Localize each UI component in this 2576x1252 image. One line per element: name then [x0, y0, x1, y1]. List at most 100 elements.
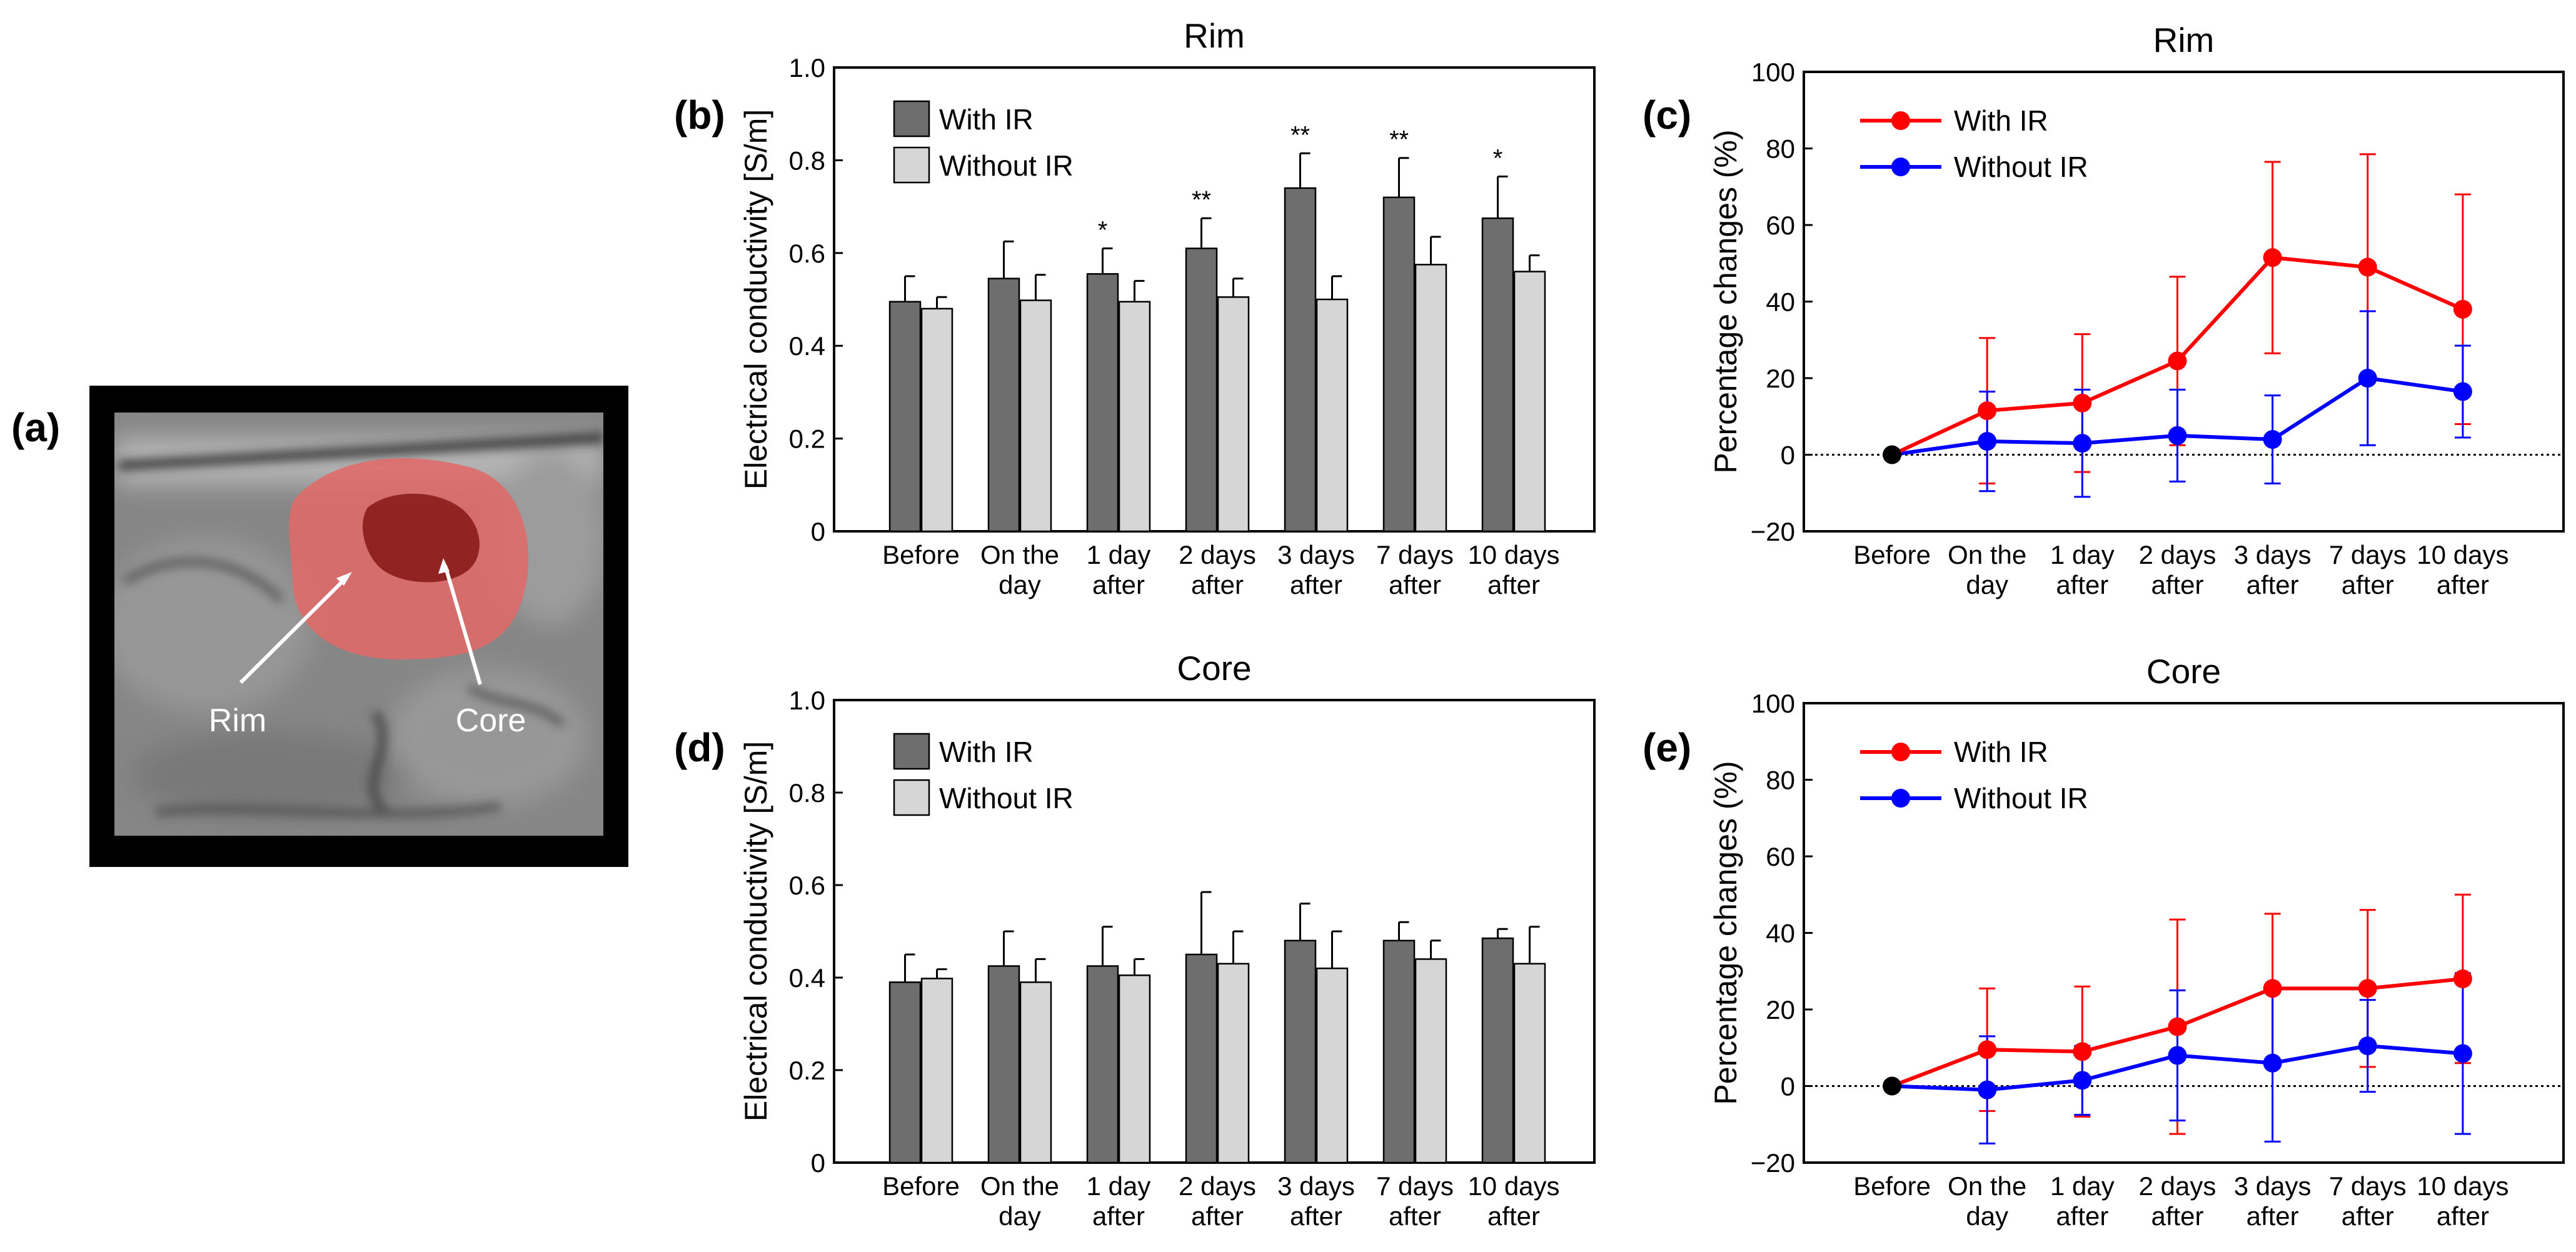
- x-tick-label: after: [2151, 1201, 2203, 1231]
- bar: [1185, 953, 1218, 1164]
- legend-label: With IR: [939, 736, 1034, 768]
- data-point: [2453, 382, 2472, 401]
- core-arrow: [443, 565, 482, 685]
- x-tick-label: day: [1966, 1201, 2008, 1231]
- x-tick-label: after: [1092, 1201, 1145, 1231]
- x-tick-label: after: [2056, 1201, 2108, 1231]
- bar: [1185, 248, 1218, 533]
- x-tick-label: 3 days: [2234, 1171, 2312, 1201]
- y-tick-label: 40: [1766, 288, 1795, 317]
- data-point: [2168, 1017, 2187, 1036]
- core-label: Core: [456, 703, 526, 739]
- legend-swatch: [893, 100, 930, 138]
- bar: [1118, 974, 1151, 1164]
- x-tick-label: 10 days: [1467, 1171, 1559, 1201]
- data-point: [2453, 299, 2472, 319]
- x-tick-label: 7 days: [1376, 1171, 1454, 1201]
- bar: [1316, 298, 1349, 533]
- x-tick-label: 3 days: [1277, 1171, 1355, 1201]
- chart-title: Rim: [2153, 21, 2215, 59]
- data-point: [1978, 432, 1997, 451]
- y-tick-label: 1.0: [789, 686, 825, 715]
- bar: [1086, 273, 1119, 533]
- baseline-point: [1883, 1076, 1902, 1096]
- x-tick-label: On the: [980, 540, 1059, 569]
- legend-label: Without IR: [939, 149, 1074, 182]
- significance-marker: *: [1493, 144, 1503, 172]
- data-point: [2263, 248, 2282, 268]
- y-axis-label: Percentage changes (%): [1708, 129, 1743, 473]
- y-axis-label: Percentage changes (%): [1708, 761, 1743, 1104]
- x-tick-label: after: [2246, 570, 2299, 599]
- y-tick-label: 0: [1781, 441, 1795, 470]
- x-tick-label: 1 day: [2050, 1171, 2115, 1201]
- panel-label-b: (b): [674, 93, 725, 138]
- bar: [1086, 965, 1119, 1164]
- y-tick-label: 0.6: [789, 871, 825, 900]
- y-tick-label: −20: [1751, 517, 1795, 546]
- panel-label-a: (a): [11, 405, 60, 450]
- significance-marker: **: [1291, 121, 1310, 149]
- bar: [1481, 937, 1514, 1164]
- data-point: [2263, 979, 2282, 998]
- y-tick-label: 0.8: [789, 146, 825, 175]
- x-tick-label: Before: [882, 540, 960, 569]
- panel-label-c: (c): [1643, 93, 1691, 138]
- x-tick-label: after: [1487, 1201, 1540, 1231]
- x-tick-label: 10 days: [1467, 540, 1559, 569]
- legend-label: Without IR: [1954, 782, 2088, 814]
- x-tick-label: after: [1290, 570, 1342, 599]
- x-tick-label: after: [1290, 1201, 1342, 1231]
- rim-arrow: [239, 575, 349, 684]
- data-point: [2168, 1046, 2187, 1065]
- x-tick-label: after: [2437, 570, 2489, 599]
- data-point: [1978, 1040, 1997, 1059]
- y-axis-label: Electrical conductivity [S/m]: [738, 109, 773, 490]
- bar: [1019, 299, 1052, 533]
- x-tick-label: 3 days: [1277, 540, 1355, 569]
- x-tick-label: after: [2246, 1201, 2299, 1231]
- bar: [1118, 301, 1151, 533]
- x-tick-label: On the: [1948, 540, 2026, 569]
- x-tick-label: after: [1389, 1201, 1441, 1231]
- data-point: [2358, 979, 2377, 998]
- bar: [1414, 264, 1447, 533]
- y-tick-label: −20: [1751, 1148, 1795, 1178]
- y-tick-label: 0.2: [789, 424, 825, 454]
- chart-core-percentage: Core −20 0 20 40 60 80 100 Percentage changes (%…: [1708, 652, 2565, 1231]
- data-point: [2168, 426, 2187, 445]
- significance-marker: **: [1389, 126, 1409, 154]
- x-tick-label: after: [1389, 570, 1441, 599]
- data-point: [2073, 434, 2092, 453]
- x-tick-label: after: [2342, 570, 2394, 599]
- data-point: [2453, 1044, 2472, 1063]
- x-tick-label: 2 days: [1179, 540, 1256, 569]
- y-tick-label: 100: [1751, 689, 1795, 718]
- y-tick-label: 0.2: [789, 1056, 825, 1085]
- chart-title: Core: [1177, 649, 1251, 688]
- legend-label: Without IR: [939, 782, 1074, 814]
- mri-image: Rim Core: [89, 386, 628, 867]
- x-tick-label: day: [1966, 570, 2008, 599]
- data-point: [2263, 430, 2282, 449]
- y-tick-label: 0: [811, 517, 825, 546]
- legend-label: With IR: [1954, 104, 2048, 137]
- data-point: [2073, 1042, 2092, 1061]
- bar: [1217, 296, 1250, 533]
- y-tick-label: 80: [1766, 134, 1795, 164]
- significance-marker: *: [1098, 216, 1108, 244]
- rim-label: Rim: [209, 703, 266, 739]
- legend-marker: [1891, 158, 1910, 176]
- x-tick-label: after: [2056, 570, 2108, 599]
- bar: [1382, 939, 1416, 1164]
- legend-label: With IR: [939, 103, 1034, 136]
- x-tick-label: after: [2151, 570, 2203, 599]
- legend-marker: [1891, 743, 1910, 761]
- y-tick-label: 1.0: [789, 53, 825, 83]
- y-tick-label: 60: [1766, 842, 1795, 871]
- chart-core-conductivity: Core 0 0.2 0.4 0.6 0.8 1.0 Electrical conductiv…: [738, 649, 1596, 1231]
- x-tick-label: Before: [882, 1171, 960, 1201]
- data-point: [1978, 401, 1997, 421]
- bar: [1217, 963, 1250, 1164]
